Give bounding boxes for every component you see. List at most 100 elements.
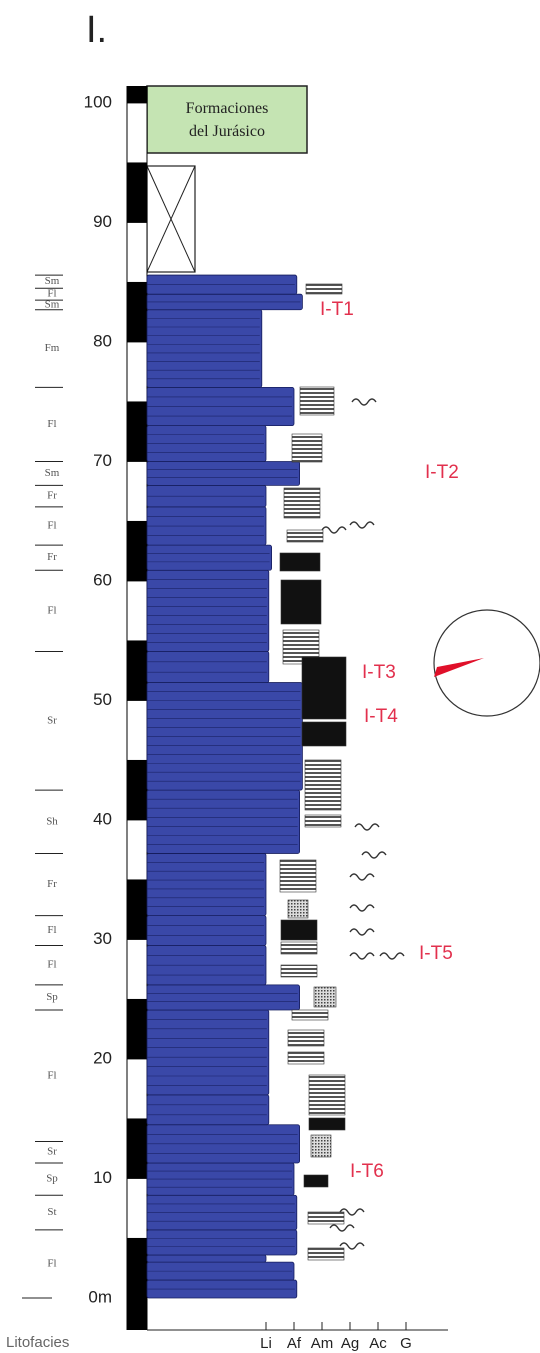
structure-symbol: [350, 522, 374, 528]
structure-symbol: [350, 874, 374, 880]
structure-symbol: [281, 942, 317, 954]
structure-symbol: [355, 824, 379, 830]
grain-label: Ag: [341, 1335, 359, 1352]
structure-symbol: [288, 1052, 324, 1064]
structure-symbol: [352, 399, 376, 405]
scale-block: [127, 701, 147, 761]
structure-symbol: [305, 760, 341, 810]
structure-symbol: [314, 987, 336, 1007]
height-label: 0m: [88, 1287, 112, 1306]
structure-symbol: [308, 1212, 344, 1224]
tract-label: I-T6: [350, 1161, 384, 1182]
scale-block: [127, 1238, 147, 1298]
structure-symbol: [302, 722, 346, 746]
scale-block: [127, 820, 147, 880]
scale-block: [127, 641, 147, 701]
height-label: 20: [93, 1048, 112, 1067]
bed: [147, 570, 269, 651]
structure-symbol: [309, 1118, 345, 1130]
structure-symbol: [311, 1135, 331, 1157]
structure-symbol: [280, 553, 320, 571]
structure-symbol: [281, 920, 317, 940]
structure-symbol: [308, 1248, 344, 1260]
facies-label: Sp: [46, 1173, 58, 1185]
facies-label: Sm: [45, 275, 60, 287]
bed: [147, 790, 300, 853]
tract-label: I-T1: [320, 299, 354, 320]
facies-label: Fr: [47, 878, 57, 890]
bed: [147, 916, 266, 946]
facies-label: Fr: [47, 490, 57, 502]
scale-block: [127, 163, 147, 223]
formation-box: Formaciones del Jurásico: [147, 86, 307, 272]
facies-label: Sr: [47, 1146, 57, 1158]
facies-title: Litofacies: [6, 1334, 69, 1351]
scale-block: [127, 999, 147, 1059]
facies-label: Sh: [46, 815, 58, 827]
structure-symbol: [350, 905, 374, 911]
grain-label: Ac: [369, 1335, 387, 1352]
facies-label: Sr: [47, 714, 57, 726]
structure-symbol: [350, 953, 374, 959]
bed: [147, 1230, 297, 1255]
height-label: 50: [93, 690, 112, 709]
facies-label: Fl: [47, 959, 56, 971]
grain-label: Af: [287, 1335, 302, 1352]
bed: [147, 853, 266, 915]
scale-block: [127, 1298, 147, 1330]
facies-label: Fl: [47, 418, 56, 430]
scale-block: [127, 402, 147, 462]
height-label: 80: [93, 331, 112, 350]
structure-symbol: [305, 815, 341, 827]
structure-symbol: [280, 860, 316, 892]
facies-label: St: [47, 1206, 56, 1218]
grain-label: G: [400, 1335, 412, 1352]
scale-block: [127, 103, 147, 163]
structure-symbol: [330, 1225, 354, 1231]
structure-symbol: [309, 1075, 345, 1115]
bed: [147, 1095, 269, 1125]
facies-label: Fm: [45, 342, 60, 354]
facies-label: Fl: [47, 1257, 56, 1269]
facies-label: Fr: [47, 551, 57, 563]
tract-label: I-T3: [362, 662, 396, 683]
structure-symbol: [292, 1010, 328, 1020]
bed: [147, 985, 300, 1010]
height-label: 60: [93, 570, 112, 589]
height-label: 100: [84, 92, 112, 111]
facies-label: Fl: [47, 924, 56, 936]
scale-block: [127, 940, 147, 1000]
height-label: 40: [93, 809, 112, 828]
structure-symbol: [281, 580, 321, 624]
tract-label: I-T2: [425, 462, 459, 483]
tract-label: I-T5: [419, 943, 453, 964]
facies-label: Fl: [47, 1069, 56, 1081]
structure-symbol: [288, 1030, 324, 1046]
structure-symbol: [292, 434, 322, 462]
panel-title: I.: [86, 9, 107, 51]
scale-block: [127, 760, 147, 820]
scale-block: [127, 1059, 147, 1119]
scale-block: [127, 581, 147, 641]
scale-block: [127, 462, 147, 522]
tract-label: I-T4: [364, 706, 398, 727]
figure: I. Formaciones del Jurásico Litofacies 0…: [0, 0, 540, 1353]
structure-symbol: [350, 929, 374, 935]
bed: [147, 462, 300, 486]
facies-label: Sp: [46, 991, 58, 1003]
facies-label: Fl: [47, 604, 56, 616]
formation-label: del Jurásico: [189, 123, 265, 140]
grain-label: Li: [260, 1335, 272, 1352]
height-label: 90: [93, 212, 112, 231]
structure-symbol: [281, 965, 317, 977]
structure-symbol: [362, 852, 386, 858]
facies-label: Fl: [47, 520, 56, 532]
paleocurrent-rose: [434, 610, 540, 716]
height-label: 10: [93, 1168, 112, 1187]
bed: [147, 1255, 266, 1262]
bed: [147, 545, 272, 570]
formation-label: Formaciones: [186, 100, 269, 117]
grain-label: Am: [311, 1335, 334, 1352]
bed: [147, 1010, 269, 1095]
height-label: 30: [93, 929, 112, 948]
